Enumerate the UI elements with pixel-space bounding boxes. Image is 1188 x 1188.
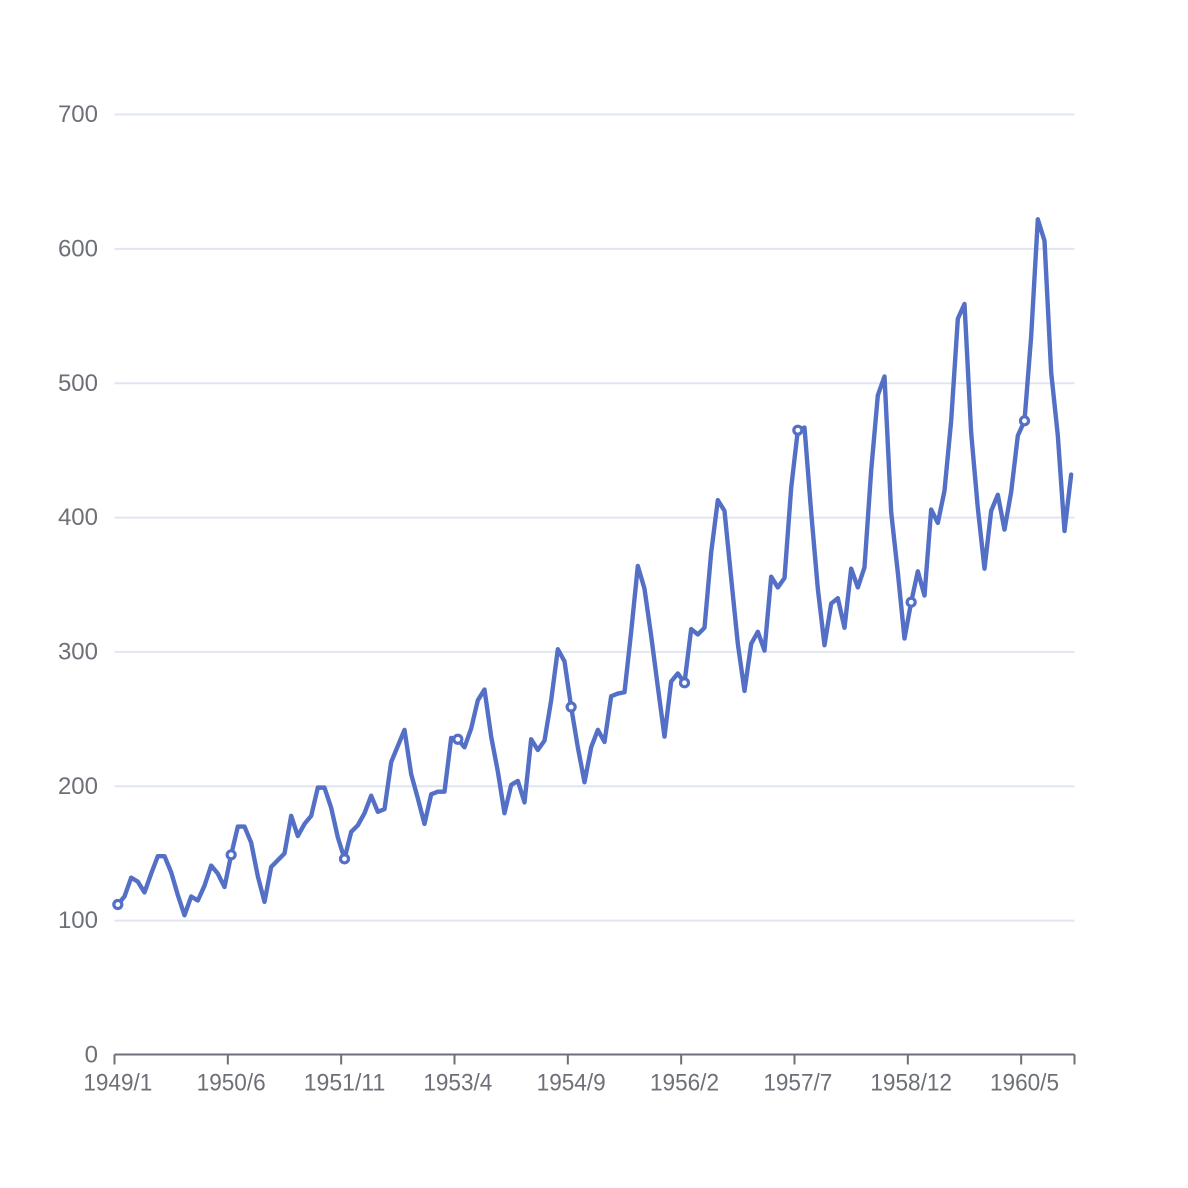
svg-text:1953/4: 1953/4 bbox=[423, 1070, 492, 1097]
svg-text:1949/1: 1949/1 bbox=[83, 1070, 152, 1097]
svg-text:500: 500 bbox=[58, 370, 98, 397]
svg-text:700: 700 bbox=[58, 101, 98, 128]
svg-text:0: 0 bbox=[85, 1042, 98, 1069]
svg-text:1954/9: 1954/9 bbox=[537, 1070, 606, 1097]
svg-text:300: 300 bbox=[58, 639, 98, 666]
svg-text:1956/2: 1956/2 bbox=[650, 1070, 719, 1097]
svg-text:100: 100 bbox=[58, 907, 98, 934]
svg-text:1950/6: 1950/6 bbox=[197, 1070, 266, 1097]
svg-text:1960/5: 1960/5 bbox=[990, 1070, 1059, 1097]
svg-text:600: 600 bbox=[58, 235, 98, 262]
svg-text:400: 400 bbox=[58, 504, 98, 531]
svg-text:1951/11: 1951/11 bbox=[304, 1070, 386, 1097]
svg-text:1957/7: 1957/7 bbox=[763, 1070, 832, 1097]
svg-text:1958/12: 1958/12 bbox=[870, 1070, 952, 1097]
svg-text:200: 200 bbox=[58, 773, 98, 800]
